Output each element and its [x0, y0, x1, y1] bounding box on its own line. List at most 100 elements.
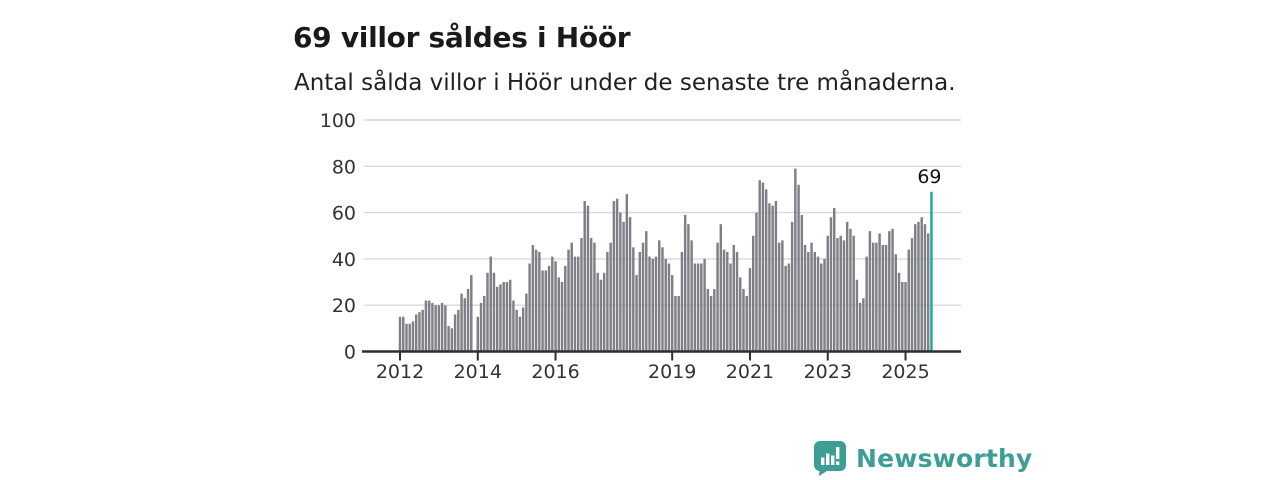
bar — [719, 224, 723, 352]
bar — [495, 286, 499, 352]
bar — [460, 293, 463, 352]
bar — [431, 302, 434, 352]
chart-subtitle: Antal sålda villor i Höör under de senas… — [294, 70, 956, 96]
x-tick-label: 2021 — [726, 361, 774, 383]
bar — [641, 242, 645, 352]
bar — [862, 298, 865, 352]
bar — [722, 249, 726, 352]
bar — [820, 263, 823, 352]
bar — [427, 300, 431, 352]
bar — [826, 235, 829, 352]
bar — [670, 275, 674, 352]
bar — [751, 235, 755, 352]
x-tick-label: 2023 — [804, 361, 852, 383]
bar — [508, 279, 512, 352]
bar — [833, 207, 836, 352]
bar — [541, 270, 544, 352]
x-tick-label: 2012 — [376, 361, 424, 383]
y-tick-label: 80 — [332, 156, 356, 178]
bar — [405, 323, 408, 352]
bar — [813, 251, 817, 352]
bar — [732, 245, 735, 352]
bar — [855, 279, 859, 352]
bar — [437, 305, 441, 352]
bar — [677, 295, 680, 352]
bar — [878, 233, 881, 352]
bar — [615, 198, 619, 352]
bar — [884, 245, 888, 352]
bar — [683, 214, 687, 352]
bar — [632, 247, 635, 352]
bar — [907, 249, 910, 352]
bar — [823, 258, 826, 352]
bar — [544, 270, 548, 352]
page-title: 69 villor såldes i Höör — [293, 20, 631, 54]
bar — [470, 275, 473, 352]
bar — [845, 221, 849, 352]
bar — [534, 249, 538, 352]
bar — [716, 242, 719, 352]
bar — [453, 314, 457, 352]
bar — [748, 268, 752, 352]
bar — [648, 256, 651, 352]
bar — [875, 242, 878, 352]
y-tick-label: 100 — [320, 110, 356, 132]
y-tick-label: 60 — [332, 203, 356, 225]
bar — [457, 309, 460, 352]
bar — [593, 242, 596, 352]
bar — [758, 180, 761, 352]
bar — [408, 323, 411, 352]
newsworthy-logo-text: Newsworthy — [856, 443, 1033, 473]
bar — [797, 184, 800, 352]
bar — [577, 256, 580, 352]
bar — [803, 245, 807, 352]
bar — [476, 316, 479, 352]
bar — [502, 282, 505, 352]
bar — [499, 284, 502, 352]
bar — [800, 214, 804, 352]
bar — [810, 242, 813, 352]
bar — [703, 258, 706, 352]
bar — [787, 263, 791, 352]
bar — [492, 272, 496, 352]
bar — [816, 256, 820, 352]
bar — [606, 251, 609, 352]
bar — [745, 295, 748, 352]
bar — [868, 231, 872, 352]
bar — [479, 302, 483, 352]
bar — [447, 326, 450, 352]
bar — [570, 242, 573, 352]
bar — [709, 295, 713, 352]
bar — [525, 293, 528, 352]
bar — [910, 238, 914, 352]
bar — [518, 316, 522, 352]
bar — [726, 251, 729, 352]
bar — [696, 263, 700, 352]
x-tick-label: 2025 — [881, 361, 929, 383]
bar — [651, 258, 654, 352]
bar — [444, 305, 447, 352]
bar — [871, 242, 875, 352]
bar — [528, 263, 531, 352]
bar — [402, 316, 405, 352]
highlight-value-label: 69 — [917, 166, 941, 188]
bar — [531, 245, 535, 352]
bar — [589, 238, 593, 352]
bar — [917, 221, 920, 352]
bar — [926, 233, 930, 352]
bar — [729, 263, 732, 352]
bar — [583, 201, 586, 352]
bar — [891, 228, 894, 352]
y-tick-label: 20 — [332, 295, 356, 317]
bar — [567, 249, 570, 352]
bar — [599, 279, 603, 352]
bar — [790, 221, 794, 352]
bar — [839, 235, 842, 352]
bar — [554, 261, 557, 352]
bar — [904, 282, 907, 352]
bar — [781, 240, 784, 352]
bar — [807, 251, 810, 352]
bar — [398, 316, 402, 352]
bar — [421, 309, 424, 352]
bar — [564, 265, 567, 352]
